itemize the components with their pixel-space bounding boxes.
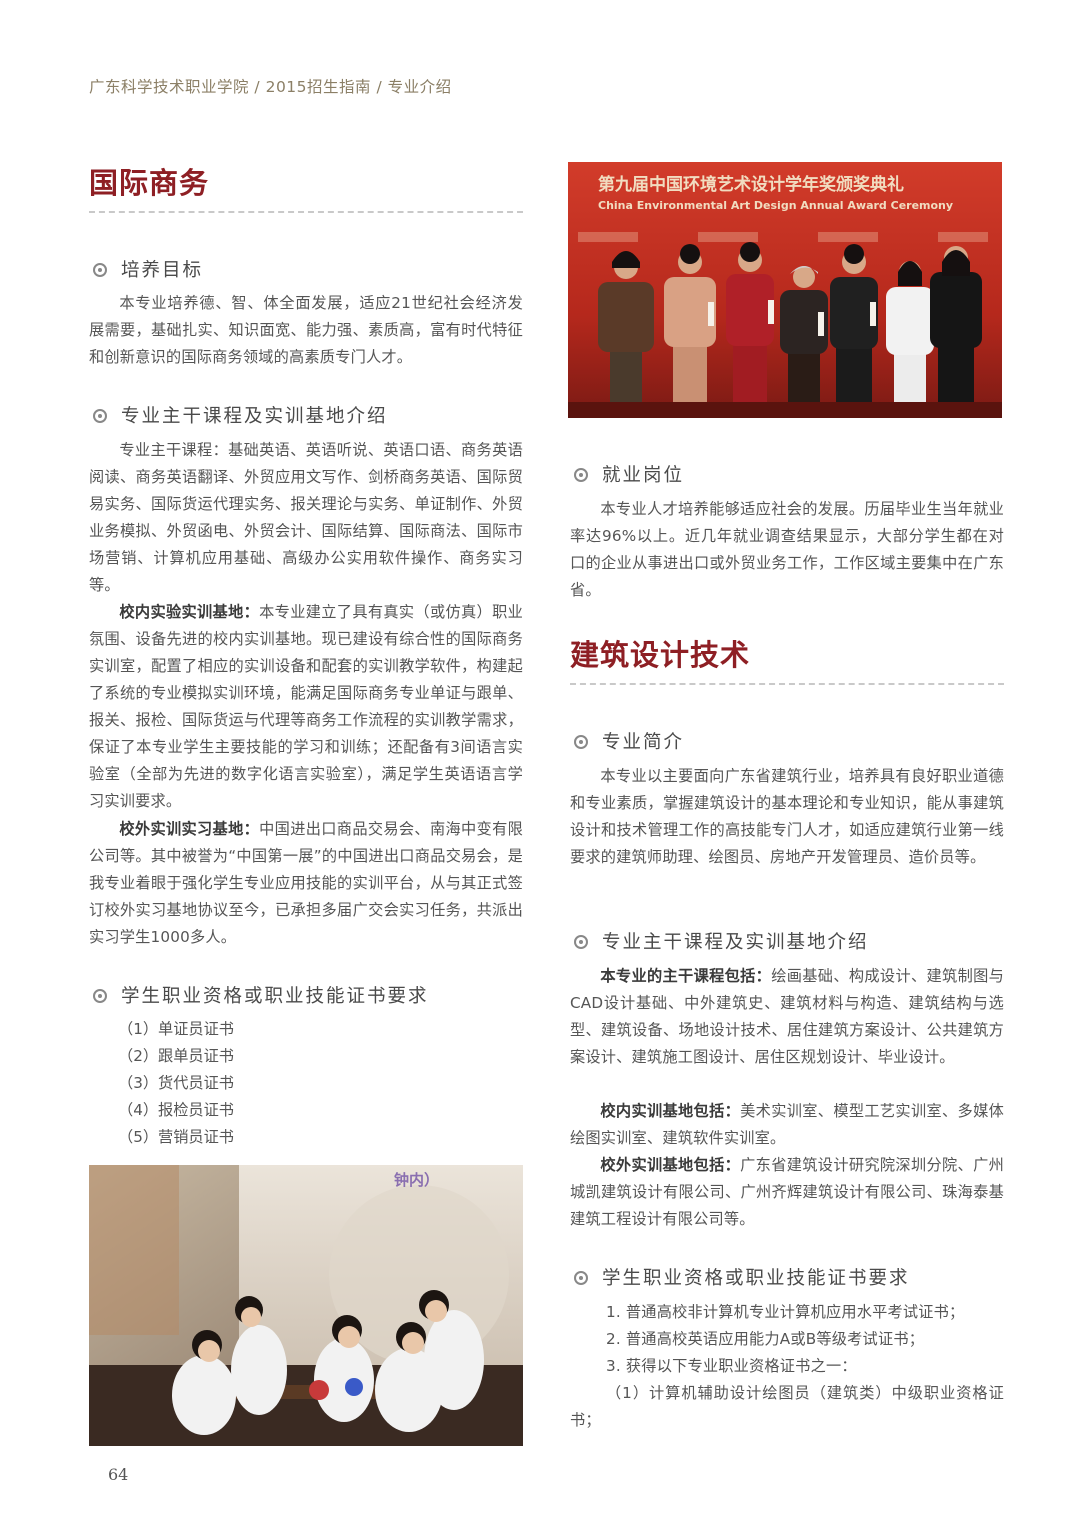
goal-paragraph: 本专业培养德、智、体全面发展，适应21世纪社会经济发展需要，基础扎实、知识面宽、… xyxy=(89,290,523,371)
arch-internal-label: 校内实训基地包括： xyxy=(600,1102,740,1120)
cert-item-2: 2. 普通高校英语应用能力A或B等级考试证书； xyxy=(570,1326,1004,1353)
major-title-international-business: 国际商务 xyxy=(89,160,209,202)
cert-item-4: （1）计算机辅助设计绘图员（建筑类）中级职业资格证书； xyxy=(570,1380,1004,1434)
section-heading-label: 专业简介 xyxy=(602,732,684,753)
section-heading-label: 培养目标 xyxy=(121,260,203,281)
banner-english-text: China Environmental Art Design Annual Aw… xyxy=(598,199,953,212)
external-base-label: 校外实训实习基地： xyxy=(119,820,259,838)
employment-paragraph: 本专业人才培养能够适应社会的发展。历届毕业生当年就业率达96%以上。近几年就业调… xyxy=(570,496,1004,604)
banner-chinese-text: 第九届中国环境艺术设计学年奖颁奖典礼 xyxy=(598,174,904,195)
internal-base-text: 本专业建立了具有真实（或仿真）职业氛围、设备先进的校内实训基地。现已建设有综合性… xyxy=(89,603,523,810)
section-heading-goal: 培养目标 xyxy=(93,256,203,282)
page-number: 64 xyxy=(108,1465,128,1484)
section-heading-intro: 专业简介 xyxy=(574,728,684,754)
circle-bullet-icon xyxy=(93,409,107,423)
section-heading-label: 学生职业资格或职业技能证书要求 xyxy=(602,1268,910,1289)
internal-base-label: 校内实验实训基地： xyxy=(119,603,259,621)
list-item: （3）货代员证书 xyxy=(118,1070,234,1097)
award-ceremony-photo: 第九届中国环境艺术设计学年奖颁奖典礼 China Environmental A… xyxy=(568,162,1002,418)
circle-bullet-icon xyxy=(93,989,107,1003)
section-heading-label: 专业主干课程及实训基地介绍 xyxy=(602,932,869,953)
list-item: （4）报检员证书 xyxy=(118,1097,234,1124)
courses-paragraph: 专业主干课程：基础英语、英语听说、英语口语、商务英语阅读、商务英语翻译、外贸应用… xyxy=(89,437,523,599)
title-divider xyxy=(570,683,1004,685)
arch-internal-paragraph: 校内实训基地包括：美术实训室、模型工艺实训室、多媒体绘图实训室、建筑软件实训室。 xyxy=(570,1098,1004,1152)
photo-caption: 钟内） xyxy=(394,1171,439,1189)
internal-base-paragraph: 校内实验实训基地：本专业建立了具有真实（或仿真）职业氛围、设备先进的校内实训基地… xyxy=(89,599,523,815)
section-heading-label: 专业主干课程及实训基地介绍 xyxy=(121,406,388,427)
cert-item-3: 3. 获得以下专业职业资格证书之一： xyxy=(570,1353,1004,1380)
section-heading-employment: 就业岗位 xyxy=(574,461,684,487)
circle-bullet-icon xyxy=(574,1271,588,1285)
section-heading-courses-arch: 专业主干课程及实训基地介绍 xyxy=(574,928,869,954)
arch-courses-paragraph: 本专业的主干课程包括：绘画基础、构成设计、建筑制图与CAD设计基础、中外建筑史、… xyxy=(570,963,1004,1071)
section-heading-label: 就业岗位 xyxy=(602,465,684,486)
circle-bullet-icon xyxy=(93,263,107,277)
arch-external-label: 校外实训基地包括： xyxy=(600,1156,740,1174)
section-heading-certificates: 学生职业资格或职业技能证书要求 xyxy=(93,982,429,1008)
list-item: （2）跟单员证书 xyxy=(118,1043,234,1070)
arch-courses-label: 本专业的主干课程包括： xyxy=(600,967,771,985)
intro-paragraph: 本专业以主要面向广东省建筑行业，培养具有良好职业道德和专业素质，掌握建筑设计的基… xyxy=(570,763,1004,871)
major-title-architectural-design: 建筑设计技术 xyxy=(570,632,750,674)
certificate-list: （1）单证员证书 （2）跟单员证书 （3）货代员证书 （4）报检员证书 （5）营… xyxy=(118,1016,234,1151)
arch-external-paragraph: 校外实训基地包括：广东省建筑设计研究院深圳分院、广州城凯建筑设计有限公司、广州齐… xyxy=(570,1152,1004,1233)
student-roleplay-photo: 钟内） xyxy=(89,1165,523,1446)
section-heading-certificates-arch: 学生职业资格或职业技能证书要求 xyxy=(574,1264,910,1290)
circle-bullet-icon xyxy=(574,735,588,749)
circle-bullet-icon xyxy=(574,468,588,482)
circle-bullet-icon xyxy=(574,935,588,949)
title-divider xyxy=(89,211,523,213)
section-heading-courses: 专业主干课程及实训基地介绍 xyxy=(93,402,388,428)
section-heading-label: 学生职业资格或职业技能证书要求 xyxy=(121,986,429,1007)
cert-item-1: 1. 普通高校非计算机专业计算机应用水平考试证书； xyxy=(570,1299,1004,1326)
external-base-paragraph: 校外实训实习基地：中国进出口商品交易会、南海中变有限公司等。其中被誉为“中国第一… xyxy=(89,816,523,951)
list-item: （1）单证员证书 xyxy=(118,1016,234,1043)
page-header: 广东科学技术职业学院 / 2015招生指南 / 专业介绍 xyxy=(89,75,452,97)
external-base-text: 中国进出口商品交易会、南海中变有限公司等。其中被誉为“中国第一展”的中国进出口商… xyxy=(89,820,523,946)
list-item: （5）营销员证书 xyxy=(118,1124,234,1151)
